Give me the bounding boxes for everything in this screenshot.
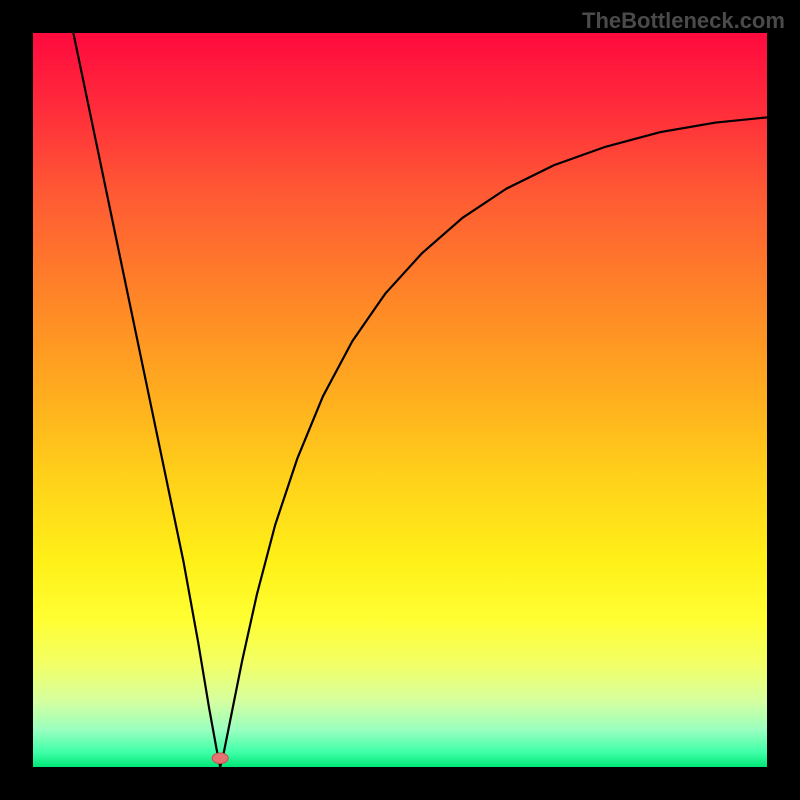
bottleneck-curve (73, 33, 767, 767)
curve-layer (33, 33, 767, 767)
bottleneck-chart: TheBottleneck.com (0, 0, 800, 800)
optimum-marker (212, 753, 228, 764)
watermark-text: TheBottleneck.com (582, 8, 785, 34)
plot-area (33, 33, 767, 767)
